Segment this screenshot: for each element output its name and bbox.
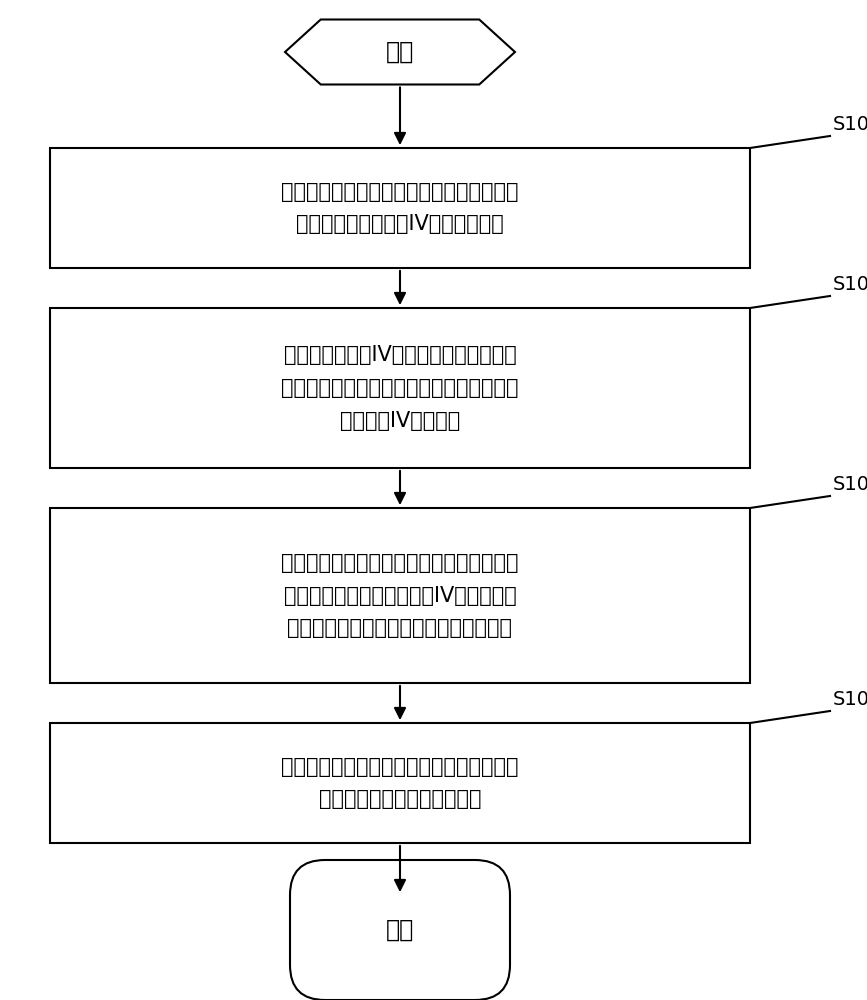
- Text: S104: S104: [833, 690, 867, 709]
- Text: S102: S102: [833, 275, 867, 294]
- Bar: [50, 508, 750, 683]
- Text: 完成组件扫描数据记录的各个检测装置，将
记录的扫描数据上传至上位机: 完成组件扫描数据记录的各个检测装置，将 记录的扫描数据上传至上位机: [281, 757, 518, 809]
- Bar: [50, 308, 750, 468]
- Text: 结束: 结束: [386, 918, 414, 942]
- Text: S103: S103: [833, 475, 867, 494]
- Text: 该至少一个组串中的各个检测装置，在逆变
器对相应组串中的组件进行IV曲线扫描的
过程中，连续记录相连接组件的扫描数据: 该至少一个组串中的各个检测装置，在逆变 器对相应组串中的组件进行IV曲线扫描的 …: [281, 553, 518, 638]
- Text: 开始: 开始: [386, 40, 414, 64]
- Polygon shape: [285, 19, 515, 85]
- Bar: [50, 148, 750, 268]
- Bar: [50, 723, 750, 843]
- Text: 逆变器根据组件IV曲线扫描指令，调节该
至少一个组串的输出电压，对相应组串中的
组件进行IV曲线扫描: 逆变器根据组件IV曲线扫描指令，调节该 至少一个组串的输出电压，对相应组串中的 …: [281, 345, 518, 431]
- Text: S101: S101: [833, 115, 867, 134]
- FancyBboxPatch shape: [290, 860, 510, 1000]
- Text: 逆变器及至少一个组串中的各个检测装置接
收上位机发送的组件IV曲线扫描指令: 逆变器及至少一个组串中的各个检测装置接 收上位机发送的组件IV曲线扫描指令: [281, 182, 518, 234]
